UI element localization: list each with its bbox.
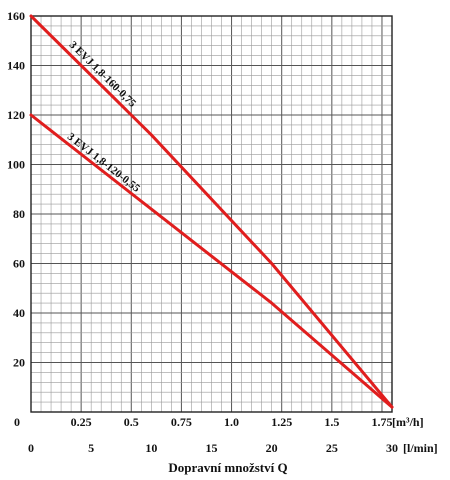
x-tick-label-secondary: 15 <box>206 441 218 455</box>
series-line-2 <box>29 113 394 409</box>
y-tick-label: 160 <box>7 9 25 23</box>
y-tick-label: 20 <box>13 356 25 370</box>
x-tick-label-primary: 1.0 <box>224 415 239 429</box>
y-tick-label: 40 <box>13 306 25 320</box>
x-tick-label-secondary: 10 <box>145 441 157 455</box>
x-tick-label-secondary: 25 <box>326 441 338 455</box>
plot-frame <box>30 15 393 413</box>
curves <box>29 14 394 409</box>
series-label-1: 3 EVJ 1,8-160-0,75 <box>67 39 139 110</box>
y-tick-label: 140 <box>7 59 25 73</box>
x-tick-label-secondary: 30 <box>386 441 398 455</box>
x-tick-label-primary: 1.25 <box>271 415 292 429</box>
x-tick-label-secondary: 20 <box>266 441 278 455</box>
x-tick-label-primary: 1.75 <box>371 415 392 429</box>
y-tick-label: 120 <box>7 108 25 122</box>
x-unit-secondary: [l/min] <box>403 441 438 455</box>
x-axis-label: Dopravní množství Q <box>168 460 287 475</box>
x-tick-label-primary: 0.75 <box>171 415 192 429</box>
y-tick-label: 80 <box>13 207 25 221</box>
series-line-1 <box>29 14 394 409</box>
x-tick-label-secondary: 5 <box>88 441 94 455</box>
y-tick-label: 100 <box>7 158 25 172</box>
x-tick-label-secondary: 0 <box>28 441 34 455</box>
x-tick-label-primary: 0.25 <box>71 415 92 429</box>
x-tick-label-primary: 0.5 <box>124 415 139 429</box>
x-tick-label-primary: 1.5 <box>324 415 339 429</box>
x-unit-primary: [m³/h] <box>392 415 424 429</box>
origin-label: 0 <box>14 415 20 429</box>
y-tick-label: 60 <box>13 257 25 271</box>
grid <box>30 15 393 413</box>
